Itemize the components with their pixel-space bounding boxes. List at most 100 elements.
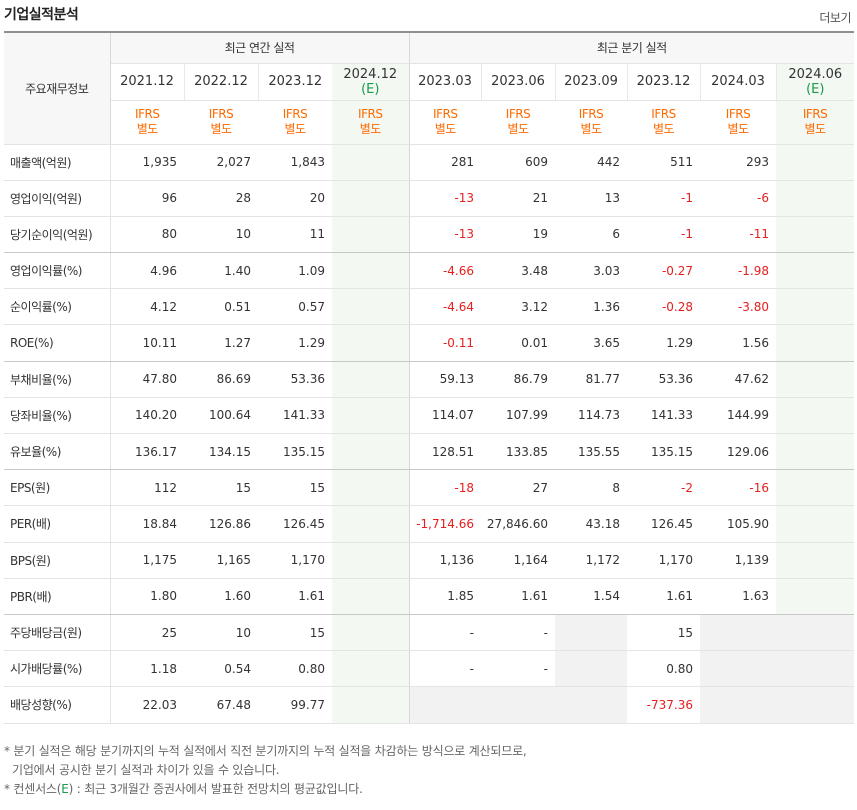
table-row: BPS(원) 1,175 1,165 1,170 1,136 1,164 1,172 1,17…: [4, 542, 855, 579]
table-cell: -: [481, 614, 555, 652]
period-date: 2024.12: [343, 66, 398, 82]
table-cell: 2,027: [184, 144, 258, 181]
table-cell: 11: [258, 216, 332, 254]
table-cell: [332, 144, 410, 181]
table-row: 주당배당금(원) 25 10 15- -15: [4, 614, 855, 652]
table-cell: 136.17: [110, 433, 184, 471]
table-cell: 107.99: [481, 397, 555, 435]
table-cell: 99.77: [258, 686, 332, 724]
table-cell: 293: [700, 144, 776, 181]
quarter-group-header: 최근 분기 실적: [409, 32, 855, 64]
table-cell: 281: [409, 144, 481, 181]
table-row: 유보율(%) 136.17 134.15 135.15 128.51 133.85 135.…: [4, 433, 855, 471]
table-cell: 129.06: [700, 433, 776, 471]
basis-label: IFRS: [725, 107, 751, 121]
table-cell: 67.48: [184, 686, 258, 724]
table-cell: 47.80: [110, 361, 184, 398]
row-label: 유보율(%): [4, 433, 111, 471]
basis-label: IFRS: [282, 107, 308, 121]
table-cell: 4.12: [110, 288, 184, 326]
basis-label: IFRS: [505, 107, 531, 121]
table-cell: [776, 252, 855, 290]
table-cell: -1: [627, 216, 700, 254]
period-date: 2023.03: [418, 74, 472, 89]
basis-label: IFRS: [802, 107, 828, 121]
period-date: 2024.03: [711, 74, 765, 89]
table-row: 당좌비율(%) 140.20 100.64 141.33 114.07 107.99 114…: [4, 397, 855, 435]
table-cell: -1.98: [700, 252, 776, 290]
table-cell: -2: [627, 469, 700, 507]
table-cell: 126.45: [258, 505, 332, 543]
table-cell: 80: [110, 216, 184, 254]
table-cell: 609: [481, 144, 555, 181]
table-cell: 81.77: [555, 361, 627, 398]
financial-table: 주요재무정보 최근 연간 실적 최근 분기 실적 2021.12 2022.12 2…: [4, 31, 855, 724]
table-cell: 1.27: [184, 324, 258, 362]
table-cell: -1: [627, 180, 700, 217]
table-row: PER(배) 18.84 126.86 126.45 -1,714.66 27,846.6…: [4, 505, 855, 543]
period-header-6: 2023.09: [554, 63, 627, 101]
table-cell: 6: [555, 216, 627, 254]
table-cell: 105.90: [700, 505, 776, 543]
table-cell: 15: [258, 614, 332, 652]
table-cell: 0.54: [184, 650, 258, 688]
table-cell: [332, 324, 410, 362]
table-cell: -1,714.66: [409, 505, 481, 543]
table-cell: 1.54: [555, 578, 627, 615]
table-cell: [332, 686, 410, 724]
table-cell: [776, 614, 855, 652]
basis-header-9: IFRS 별도: [776, 100, 855, 145]
table-cell: 27,846.60: [481, 505, 555, 543]
table-row: ROE(%) 10.11 1.27 1.29 -0.11 0.01 3.65 1.29 1.56: [4, 324, 855, 362]
table-cell: 133.85: [481, 433, 555, 471]
footnote-1: * 분기 실적은 해당 분기까지의 누적 실적에서 직전 분기까지의 누적 실적…: [4, 744, 527, 758]
row-label: 영업이익률(%): [4, 252, 111, 290]
table-cell: 1.63: [700, 578, 776, 615]
table-row: PBR(배) 1.80 1.60 1.61 1.85 1.61 1.54 1.61 1.63: [4, 578, 855, 615]
table-cell: -4.66: [409, 252, 481, 290]
row-label: PER(배): [4, 505, 111, 543]
table-row: 시가배당률(%) 1.18 0.54 0.80- -0.80: [4, 650, 855, 688]
table-cell: 22.03: [110, 686, 184, 724]
table-cell: 43.18: [555, 505, 627, 543]
table-cell: 53.36: [258, 361, 332, 398]
period-date: 2023.12: [636, 74, 691, 89]
table-cell: 28: [184, 180, 258, 217]
table-cell: 0.80: [258, 650, 332, 688]
basis-label: IFRS: [578, 107, 604, 121]
table-cell: [776, 542, 855, 579]
table-cell: 86.69: [184, 361, 258, 398]
basis-label: 별도: [727, 122, 749, 136]
table-cell: 144.99: [700, 397, 776, 435]
table-cell: [332, 469, 410, 507]
table-cell: [700, 686, 776, 724]
table-cell: 15: [184, 469, 258, 507]
table-cell: 114.07: [409, 397, 481, 435]
table-cell: -16: [700, 469, 776, 507]
basis-label: 별도: [652, 122, 675, 136]
footnote-2: * 컨센서스(E) : 최근 3개월간 증권사에서 발표한 전망치의 평균값입니…: [4, 780, 527, 799]
table-row: 순이익률(%) 4.12 0.51 0.57 -4.64 3.12 1.36 -0.28 -3.…: [4, 288, 855, 326]
table-cell: 128.51: [409, 433, 481, 471]
row-label: 당기순이익(억원): [4, 216, 111, 254]
basis-header-8: IFRS 별도: [700, 100, 776, 145]
table-cell: 1.09: [258, 252, 332, 290]
table-cell: -18: [409, 469, 481, 507]
table-cell: 3.65: [555, 324, 627, 362]
basis-label: IFRS: [651, 107, 676, 121]
consensus-mark: E: [61, 782, 69, 796]
table-cell: 53.36: [627, 361, 700, 398]
table-cell: 442: [555, 144, 627, 181]
table-cell: [332, 288, 410, 326]
table-cell: 1.29: [627, 324, 700, 362]
row-label: PBR(배): [4, 578, 111, 615]
more-link[interactable]: 더보기: [819, 11, 851, 25]
table-cell: [776, 650, 855, 688]
table-row: 매출액(억원) 1,935 2,027 1,843 281 609 442 511 293: [4, 144, 855, 181]
corner-header: 주요재무정보: [4, 32, 111, 145]
basis-header-0: IFRS 별도: [110, 100, 184, 145]
table-cell: 1.61: [481, 578, 555, 615]
basis-label: 별도: [507, 122, 529, 136]
table-cell: -737.36: [627, 686, 700, 724]
table-cell: -0.11: [409, 324, 481, 362]
